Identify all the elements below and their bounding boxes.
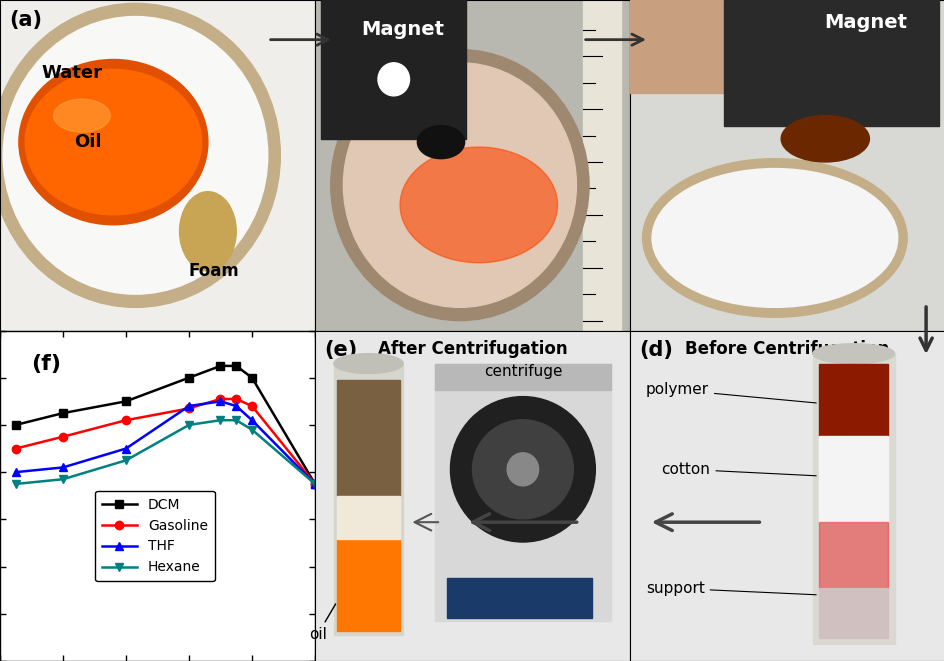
Ellipse shape	[507, 453, 538, 486]
Text: Before Centrifugation: Before Centrifugation	[684, 340, 888, 358]
THF	[183, 402, 194, 410]
Line: Gasoline: Gasoline	[11, 395, 319, 488]
Gasoline	[246, 402, 258, 410]
THF	[10, 468, 22, 476]
Ellipse shape	[25, 69, 201, 215]
Bar	[818, 522, 887, 588]
DCM	[58, 409, 69, 417]
Bar	[337, 496, 399, 539]
Bar	[447, 578, 592, 618]
Polygon shape	[321, 0, 465, 139]
Text: (d): (d)	[639, 340, 673, 360]
DCM	[230, 362, 242, 370]
Ellipse shape	[3, 17, 267, 294]
Bar	[434, 364, 611, 390]
Ellipse shape	[19, 59, 208, 225]
Line: THF: THF	[11, 397, 319, 488]
Text: oil: oil	[309, 604, 335, 642]
Hexane	[120, 456, 131, 464]
Line: DCM: DCM	[11, 362, 319, 488]
DCM	[10, 421, 22, 429]
Bar	[337, 380, 399, 496]
Bar	[337, 539, 399, 631]
Ellipse shape	[642, 159, 906, 317]
Hexane	[230, 416, 242, 424]
Legend: DCM, Gasoline, THF, Hexane: DCM, Gasoline, THF, Hexane	[95, 490, 214, 581]
Gasoline	[58, 433, 69, 441]
Gasoline	[10, 445, 22, 453]
Gasoline	[309, 480, 320, 488]
Gasoline	[120, 416, 131, 424]
THF	[309, 480, 320, 488]
Bar	[818, 364, 887, 436]
Text: Foam: Foam	[189, 262, 240, 280]
THF	[58, 463, 69, 471]
DCM	[183, 373, 194, 381]
Ellipse shape	[651, 169, 897, 307]
Ellipse shape	[333, 354, 403, 373]
Text: support: support	[645, 581, 816, 596]
Bar	[818, 436, 887, 522]
Polygon shape	[724, 0, 937, 126]
Hexane	[183, 421, 194, 429]
Polygon shape	[630, 0, 730, 93]
Ellipse shape	[472, 420, 573, 519]
THF	[230, 402, 242, 410]
Ellipse shape	[0, 3, 280, 307]
Text: Magnet: Magnet	[362, 20, 445, 39]
Bar	[818, 588, 887, 638]
Hexane	[214, 416, 226, 424]
Text: centrifuge: centrifuge	[483, 364, 562, 379]
Bar	[333, 364, 403, 635]
Ellipse shape	[417, 126, 464, 159]
Ellipse shape	[781, 116, 868, 162]
Bar	[434, 364, 611, 621]
Hexane	[10, 480, 22, 488]
Text: (e): (e)	[324, 340, 358, 360]
Text: After Centrifugation: After Centrifugation	[378, 340, 566, 358]
DCM	[120, 397, 131, 405]
Text: Oil: Oil	[75, 133, 102, 151]
Text: (c): (c)	[639, 10, 670, 30]
Ellipse shape	[812, 344, 894, 364]
Ellipse shape	[378, 63, 409, 96]
Text: Magnet: Magnet	[824, 13, 907, 32]
Hexane	[58, 475, 69, 483]
Text: (b): (b)	[324, 10, 358, 30]
Text: Water: Water	[42, 63, 103, 82]
Ellipse shape	[179, 192, 236, 271]
Bar	[812, 354, 894, 644]
Text: cotton: cotton	[661, 462, 816, 477]
THF	[246, 416, 258, 424]
Hexane	[309, 480, 320, 488]
DCM	[309, 480, 320, 488]
Ellipse shape	[54, 99, 110, 132]
Gasoline	[214, 395, 226, 403]
Hexane	[246, 426, 258, 434]
Text: polymer: polymer	[645, 383, 816, 403]
DCM	[214, 362, 226, 370]
Gasoline	[183, 405, 194, 412]
Text: (f): (f)	[31, 354, 61, 373]
Text: (a): (a)	[9, 10, 42, 30]
Ellipse shape	[450, 397, 595, 542]
Line: Hexane: Hexane	[11, 416, 319, 488]
Ellipse shape	[399, 147, 557, 262]
Ellipse shape	[343, 63, 576, 307]
THF	[120, 445, 131, 453]
Ellipse shape	[330, 50, 588, 321]
THF	[214, 397, 226, 405]
Bar	[582, 0, 620, 330]
DCM	[246, 373, 258, 381]
Gasoline	[230, 395, 242, 403]
